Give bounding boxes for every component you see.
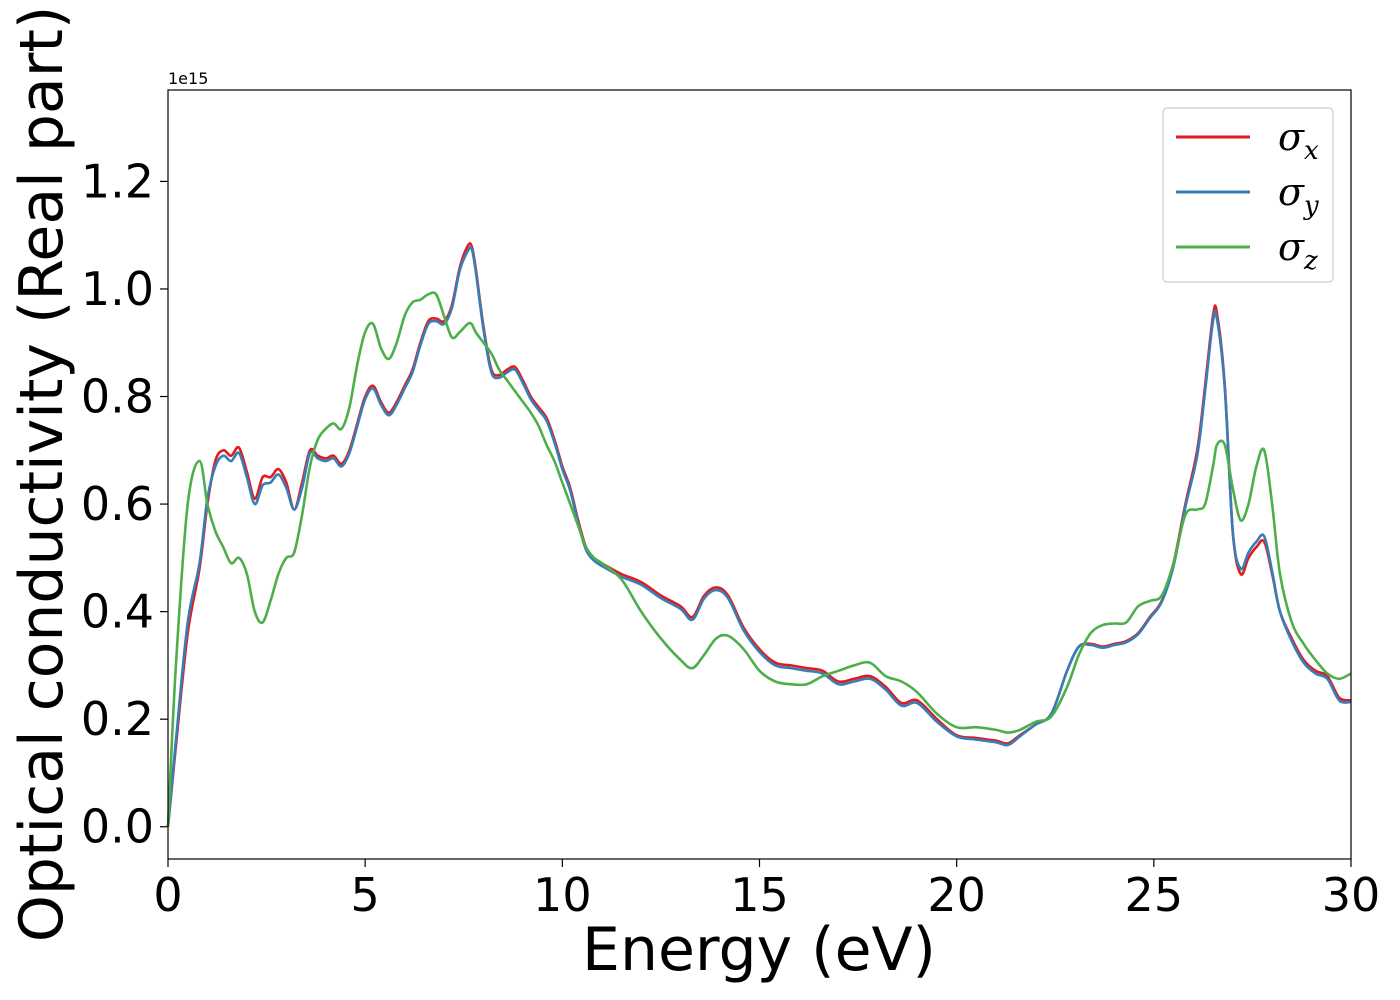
x-tick-label: 10	[533, 868, 592, 922]
x-tick-label: 0	[153, 868, 182, 922]
y-tick-label: 1.2	[81, 154, 154, 208]
y-offset-label: 1e15	[168, 69, 208, 88]
y-tick-label: 0.8	[81, 370, 154, 424]
y-tick-label: 0.6	[81, 477, 154, 531]
legend-label-x: σx	[1278, 115, 1319, 166]
legend-label-y: σy	[1278, 170, 1319, 221]
y-axis: 0.0 0.2 0.4 0.6 0.8 1.0 1.2	[81, 154, 168, 854]
legend-label-z: σz	[1278, 225, 1318, 276]
y-tick-label: 1.0	[81, 262, 154, 316]
x-tick-label: 15	[730, 868, 789, 922]
x-tick-label: 30	[1322, 868, 1381, 922]
series-line-y	[166, 245, 1352, 827]
x-tick-label: 20	[927, 868, 986, 922]
x-axis-title: Energy (eV)	[582, 915, 936, 985]
y-tick-label: 0.2	[81, 692, 154, 746]
x-tick-label: 25	[1125, 868, 1184, 922]
y-tick-label: 0.4	[81, 585, 154, 639]
y-tick-label: 0.0	[81, 800, 154, 854]
plot-background	[168, 90, 1351, 859]
x-axis: 0 5 10 15 20 25 30	[153, 859, 1380, 922]
y-axis-title: Optical conductivity (Real part)	[7, 6, 77, 943]
legend-box	[1162, 107, 1334, 283]
x-tick-label: 5	[351, 868, 380, 922]
series-line-z	[166, 291, 1352, 827]
series-layer	[166, 242, 1352, 827]
